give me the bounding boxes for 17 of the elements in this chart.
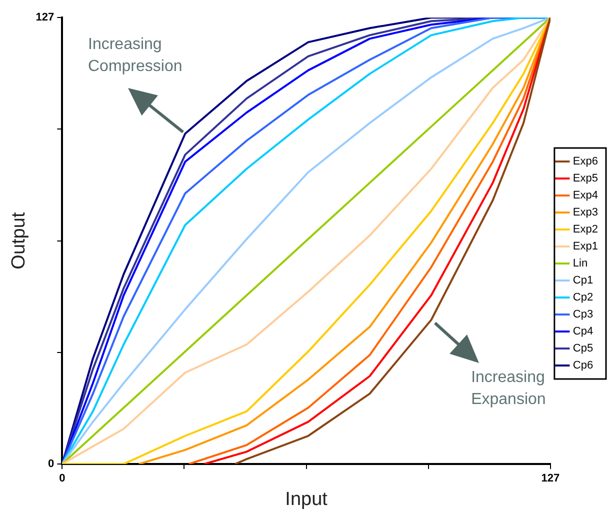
y-axis-title: Output (8, 212, 30, 270)
legend-label: Cp2 (572, 292, 594, 304)
legend-label: Cp4 (572, 326, 594, 338)
legend-label: Cp5 (572, 342, 594, 355)
annotation: Increasing Compression (88, 35, 184, 77)
legend-label: Exp5 (572, 172, 598, 185)
legend-label: Cp6 (572, 360, 594, 372)
legend-label: Exp1 (572, 240, 598, 253)
x-axis-title: Input (285, 488, 328, 510)
annotation: Increasing Expansion (471, 368, 547, 410)
legend-label: Exp6 (572, 156, 598, 168)
legend-label: Exp4 (572, 190, 598, 202)
legend-label: Cp1 (572, 274, 594, 287)
legend-label: Exp2 (572, 224, 598, 236)
legend-label: Lin (572, 258, 588, 270)
legend-label: Exp3 (572, 206, 598, 219)
legend-label: Cp3 (572, 308, 594, 321)
